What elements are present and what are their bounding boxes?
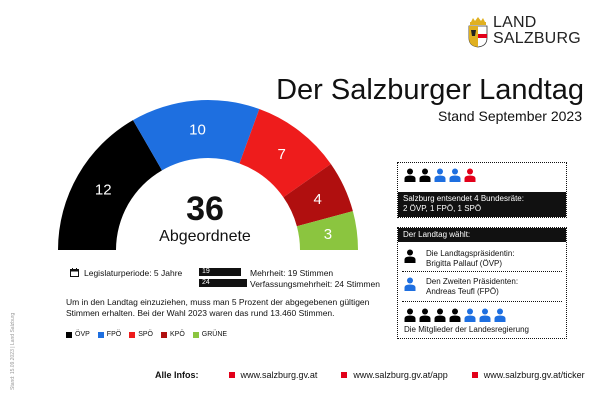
legend-label-gruene: GRÜNE bbox=[201, 331, 228, 338]
footer-link-app[interactable]: www.salzburg.gv.at/app bbox=[341, 370, 448, 380]
person-icon bbox=[404, 249, 416, 263]
government-caption: Die Mitglieder der Landesregierung bbox=[404, 325, 529, 334]
president-title: Die Landtagspräsidentin: bbox=[426, 249, 515, 258]
bundesrat-icons bbox=[404, 168, 476, 182]
footer-link-ticker-text[interactable]: www.salzburg.gv.at/ticker bbox=[483, 370, 585, 380]
majority-bar: 19 bbox=[199, 268, 241, 276]
legend-spoe: SPÖ bbox=[129, 331, 153, 338]
footer-label: Alle Infos: bbox=[155, 370, 199, 380]
segment-fpö bbox=[133, 99, 260, 171]
segment-kpö bbox=[283, 163, 353, 227]
threshold-info-text: Um in den Landtag einzuziehen, muss man … bbox=[66, 297, 370, 318]
seat-label-kpö: 4 bbox=[313, 191, 321, 208]
person-icon bbox=[419, 168, 431, 182]
calendar-icon bbox=[70, 268, 79, 277]
legend-label-spoe: SPÖ bbox=[138, 331, 153, 338]
bundesrat-line1: Salzburg entsendet 4 Bundesräte: bbox=[403, 194, 524, 203]
footer: Alle Infos: www.salzburg.gv.at www.salzb… bbox=[155, 370, 600, 380]
constitutional-majority-text: Verfassungsmehrheit: 24 Stimmen bbox=[250, 279, 380, 289]
segment-övp bbox=[58, 120, 162, 250]
person-icon bbox=[404, 277, 416, 291]
person-icon bbox=[404, 168, 416, 182]
president-name: Brigitta Pallauf (ÖVP) bbox=[426, 259, 503, 268]
second-president-name: Andreas Teufl (FPÖ) bbox=[426, 287, 499, 296]
divider bbox=[402, 301, 562, 302]
second-president-title: Den Zweiten Präsidenten: bbox=[426, 277, 519, 286]
legend-swatch-fpoe bbox=[97, 331, 104, 338]
person-icon bbox=[449, 168, 461, 182]
person-icon bbox=[404, 308, 416, 322]
person-icon bbox=[404, 277, 416, 291]
legislative-period: Legislaturperiode: 5 Jahre bbox=[84, 268, 183, 278]
footer-link-main-text[interactable]: www.salzburg.gv.at bbox=[240, 370, 318, 380]
person-icon bbox=[434, 168, 446, 182]
total-seats-number: 36 bbox=[186, 190, 224, 228]
logo-wordmark: LAND SALZBURG bbox=[493, 15, 581, 47]
seat-label-övp: 12 bbox=[95, 182, 112, 199]
person-icon bbox=[464, 308, 476, 322]
seat-label-spö: 7 bbox=[277, 146, 285, 163]
person-icon bbox=[494, 308, 506, 322]
bullet-icon bbox=[341, 372, 348, 378]
person-icon bbox=[404, 249, 416, 263]
legend-oevp: ÖVP bbox=[66, 331, 90, 338]
logo-line2: SALZBURG bbox=[493, 30, 581, 47]
president-row: Die Landtagspräsidentin: Brigitta Pallau… bbox=[404, 249, 515, 268]
person-icon bbox=[434, 308, 446, 322]
legend-swatch-spoe bbox=[129, 331, 136, 338]
logo-line1: LAND bbox=[493, 14, 537, 31]
bundesrat-line2: 2 ÖVP, 1 FPÖ, 1 SPÖ bbox=[403, 204, 482, 213]
legend-label-fpoe: FPÖ bbox=[106, 331, 122, 338]
footer-link-ticker[interactable]: www.salzburg.gv.at/ticker bbox=[471, 370, 585, 380]
divider bbox=[402, 271, 562, 272]
total-seats-caption: Abgeordnete bbox=[159, 228, 251, 245]
seat-label-grüne: 3 bbox=[324, 226, 332, 243]
seat-label-fpö: 10 bbox=[189, 121, 206, 138]
page-subtitle: Stand September 2023 bbox=[438, 108, 582, 124]
legend-gruene: GRÜNE bbox=[192, 331, 228, 338]
page-title: Der Salzburger Landtag bbox=[276, 74, 584, 106]
bullet-icon bbox=[228, 372, 235, 378]
person-icon bbox=[419, 308, 431, 322]
landtag-elects-heading: Der Landtag wählt: bbox=[398, 228, 566, 242]
legend-label-kpoe: KPÖ bbox=[169, 331, 185, 338]
legend-swatch-oevp bbox=[66, 331, 72, 338]
majority-text: Mehrheit: 19 Stimmen bbox=[250, 268, 334, 278]
legend-kpoe: KPÖ bbox=[160, 331, 185, 338]
side-note: Stand: 15.09.2023 | Land Salzburg bbox=[10, 312, 16, 390]
segment-spö bbox=[239, 109, 331, 198]
party-legend: ÖVP FPÖ SPÖ KPÖ GRÜNE bbox=[66, 331, 227, 338]
legend-fpoe: FPÖ bbox=[97, 331, 122, 338]
footer-link-app-text[interactable]: www.salzburg.gv.at/app bbox=[353, 370, 448, 380]
footer-link-main[interactable]: www.salzburg.gv.at bbox=[228, 370, 318, 380]
person-icon bbox=[464, 168, 476, 182]
constitutional-majority-bar: 24 bbox=[199, 279, 247, 287]
person-icon bbox=[479, 308, 491, 322]
person-icon bbox=[449, 308, 461, 322]
government-icons bbox=[404, 308, 506, 322]
land-salzburg-logo: LAND SALZBURG bbox=[467, 14, 587, 54]
legend-swatch-kpoe bbox=[160, 331, 167, 338]
bundesrat-caption: Salzburg entsendet 4 Bundesräte: 2 ÖVP, … bbox=[398, 192, 566, 217]
landtag-elects-box: Der Landtag wählt: Die Landtagspräsident… bbox=[397, 227, 567, 339]
segment-grüne bbox=[296, 211, 358, 250]
bundesrat-box: Salzburg entsendet 4 Bundesräte: 2 ÖVP, … bbox=[397, 162, 567, 218]
salzburg-coat-of-arms-icon bbox=[468, 17, 488, 48]
legend-swatch-gruene bbox=[192, 331, 199, 338]
bullet-icon bbox=[471, 372, 478, 378]
legend-label-oevp: ÖVP bbox=[75, 331, 90, 338]
second-president-row: Den Zweiten Präsidenten: Andreas Teufl (… bbox=[404, 277, 518, 296]
